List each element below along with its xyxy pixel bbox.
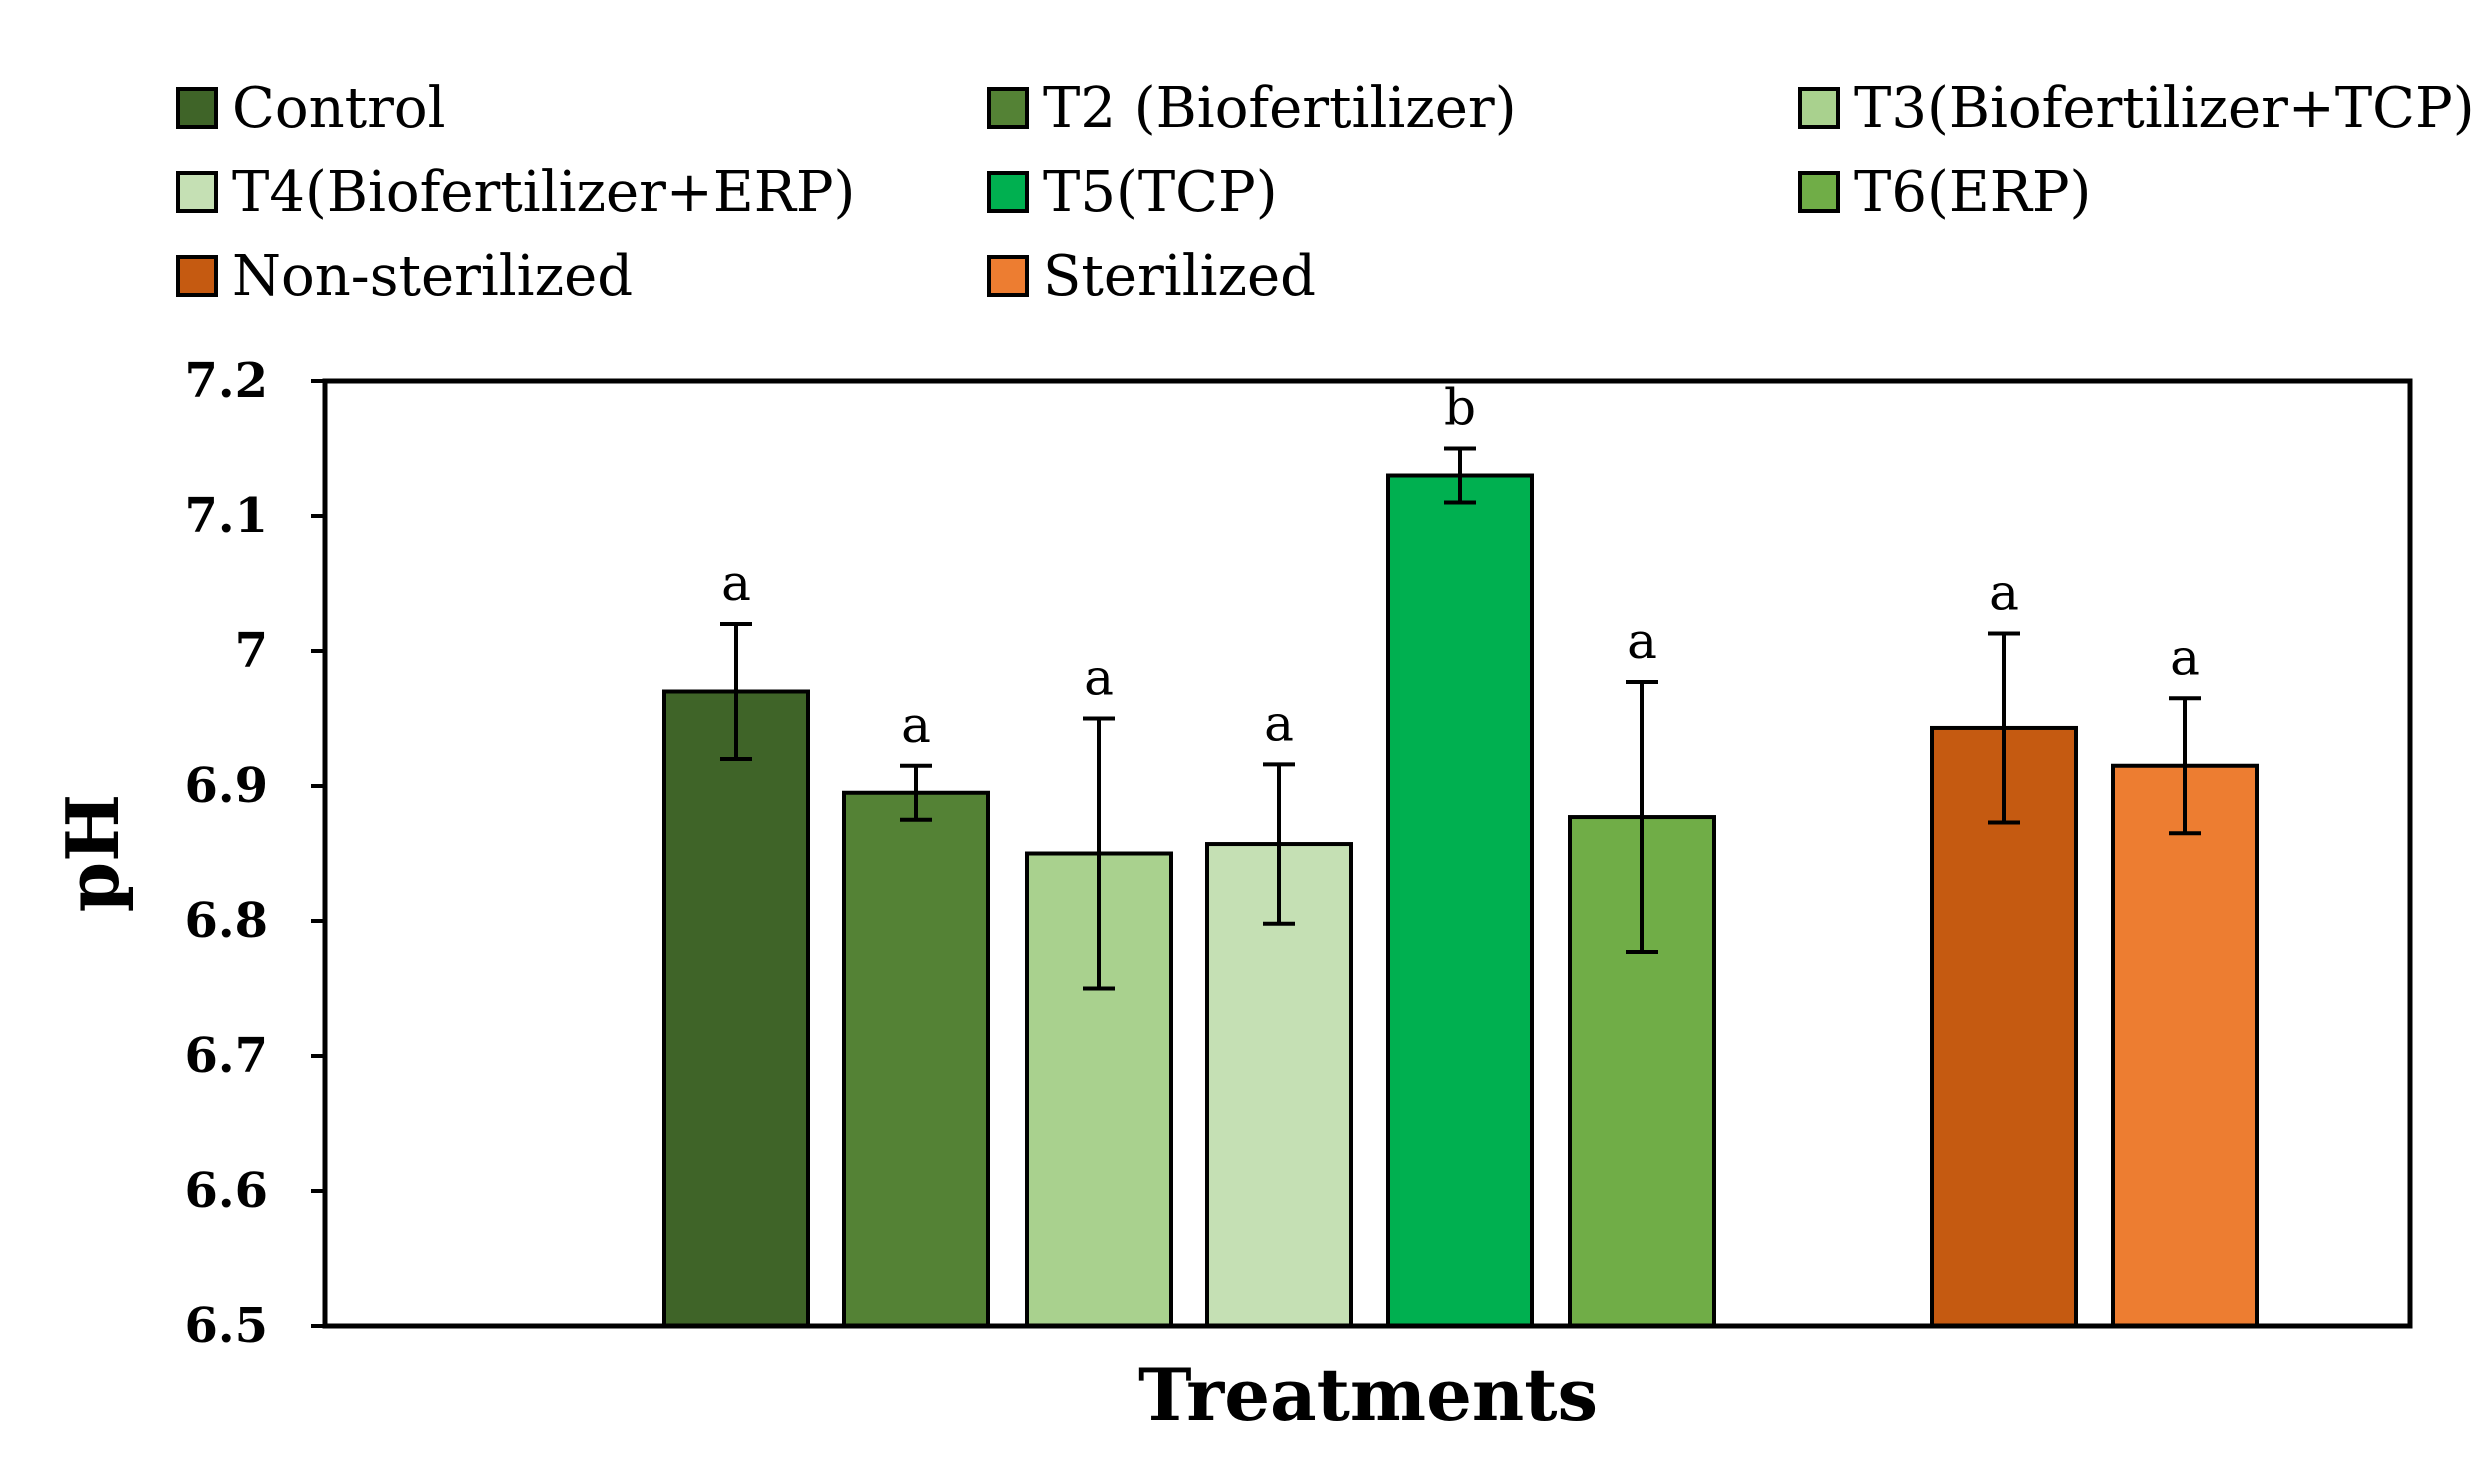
legend-swatch xyxy=(176,87,218,129)
bar xyxy=(662,689,810,1328)
significance-label: a xyxy=(1989,563,2019,621)
significance-label: a xyxy=(2170,628,2200,686)
y-axis-ticks: 6.5 6.6 6.7 6.8 6.9 7 7.1 7.2 xyxy=(184,353,325,1354)
bar xyxy=(1386,473,1534,1328)
y-tick-label: 6.7 xyxy=(184,1028,268,1084)
x-axis-title: Treatments xyxy=(1138,1352,1598,1437)
legend-label: T2 (Biofertilizer) xyxy=(1043,76,1517,141)
legend: Control T2 (Biofertilizer) T3(Biofertilize… xyxy=(176,76,2475,309)
significance-label: a xyxy=(1084,649,1114,707)
legend-label: T5(TCP) xyxy=(1043,160,1278,225)
legend-label: T4(Biofertilizer+ERP) xyxy=(232,160,855,225)
legend-label: Non-sterilized xyxy=(232,244,633,309)
legend-swatch xyxy=(987,255,1029,297)
significance-label: a xyxy=(1627,612,1657,670)
legend-swatch xyxy=(987,171,1029,213)
y-tick-label: 6.9 xyxy=(184,758,268,814)
legend-label: Control xyxy=(232,76,446,141)
significance-label: a xyxy=(721,554,751,612)
significance-label: b xyxy=(1444,379,1476,437)
legend-swatch xyxy=(1798,171,1840,213)
legend-label: T6(ERP) xyxy=(1854,160,2091,225)
y-tick-label: 6.5 xyxy=(184,1298,268,1354)
legend-swatch xyxy=(176,255,218,297)
y-axis-title: pH xyxy=(50,794,135,912)
y-tick-label: 7.1 xyxy=(184,488,268,544)
legend-swatch xyxy=(176,171,218,213)
bar xyxy=(842,790,990,1328)
bars: a a a a b a a a xyxy=(662,379,2259,1328)
bar xyxy=(1930,725,2078,1328)
legend-swatch xyxy=(1798,87,1840,129)
legend-label: T3(Biofertilizer+TCP) xyxy=(1854,76,2475,141)
y-tick-label: 6.8 xyxy=(184,893,268,949)
plot-area-frame xyxy=(322,378,2413,1329)
legend-label: Sterilized xyxy=(1043,244,1316,309)
y-tick-label: 7.2 xyxy=(184,353,268,409)
significance-label: a xyxy=(1264,694,1294,752)
y-tick-label: 7 xyxy=(235,623,268,679)
legend-swatch xyxy=(987,87,1029,129)
y-tick-label: 6.6 xyxy=(184,1163,268,1219)
bar xyxy=(2111,763,2259,1328)
significance-label: a xyxy=(901,696,931,754)
